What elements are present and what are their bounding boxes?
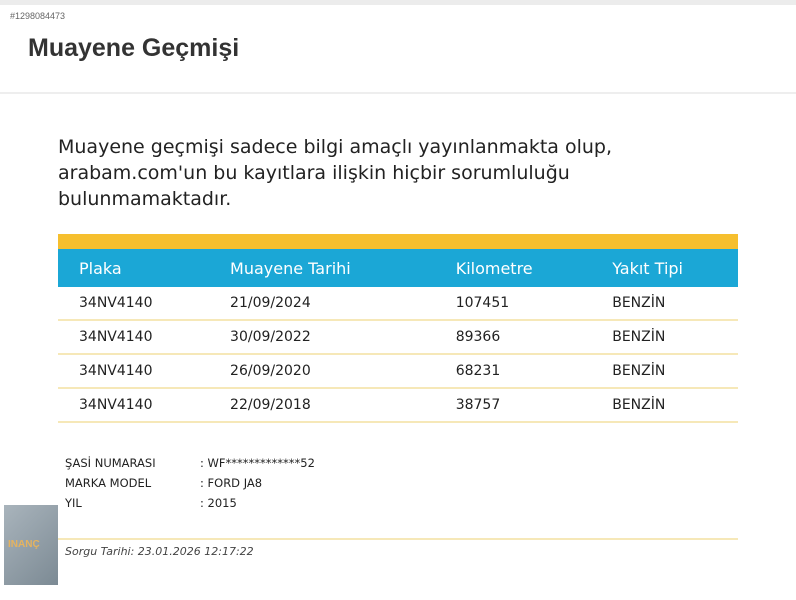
col-plate: Plaka: [58, 249, 210, 287]
cell: 22/09/2018: [209, 388, 435, 423]
vehicle-info: ŞASİ NUMARASI : WF*************52 MARKA M…: [65, 453, 315, 513]
cell: BENZİN: [591, 320, 738, 355]
cell: 30/09/2022: [209, 320, 435, 355]
cell: BENZİN: [591, 354, 738, 389]
cell: 34NV4140: [58, 354, 210, 389]
disclaimer-text: Muayene geçmişi sadece bilgi amaçlı yayı…: [58, 136, 613, 210]
cell: BENZİN: [591, 287, 738, 321]
table-row: 34NV4140 26/09/2020 68231 BENZİN: [58, 354, 738, 389]
dealer-logo: INANÇ: [4, 505, 58, 585]
table-row: 34NV4140 30/09/2022 89366 BENZİN: [58, 320, 738, 355]
info-value: : 2015: [200, 496, 237, 510]
cell: 26/09/2020: [209, 354, 435, 389]
query-date: Sorgu Tarihi: 23.01.2026 12:17:22: [65, 545, 254, 558]
info-value: : FORD JA8: [200, 476, 263, 490]
info-label: MARKA MODEL: [65, 476, 152, 490]
divider: [0, 92, 796, 94]
cell: 34NV4140: [58, 320, 210, 355]
table-row: 34NV4140 22/09/2018 38757 BENZİN: [58, 388, 738, 423]
top-border: [0, 0, 796, 5]
table-header: Plaka Muayene Tarihi Kilometre Yakıt Tip…: [58, 249, 738, 287]
info-value: : WF*************52: [200, 456, 315, 470]
table-accent-bar: [58, 234, 738, 249]
page-title: Muayene Geçmişi: [28, 34, 240, 62]
listing-id: #1298084473: [10, 11, 66, 21]
col-fuel: Yakıt Tipi: [591, 249, 738, 287]
cell: 38757: [434, 388, 592, 423]
cell: 34NV4140: [58, 287, 210, 321]
table-row: 34NV4140 21/09/2024 107451 BENZİN: [58, 287, 738, 321]
col-date: Muayene Tarihi: [209, 249, 435, 287]
col-km: Kilometre: [434, 249, 592, 287]
inspection-table: Plaka Muayene Tarihi Kilometre Yakıt Tip…: [58, 249, 738, 423]
logo-text: INANÇ: [8, 539, 40, 550]
cell: 107451: [434, 287, 592, 321]
cell: 34NV4140: [58, 388, 210, 423]
info-label: ŞASİ NUMARASI: [65, 456, 156, 470]
info-label: YIL: [65, 496, 82, 510]
divider: [58, 538, 738, 540]
cell: BENZİN: [591, 388, 738, 423]
cell: 21/09/2024: [209, 287, 435, 321]
cell: 89366: [434, 320, 592, 355]
cell: 68231: [434, 354, 592, 389]
